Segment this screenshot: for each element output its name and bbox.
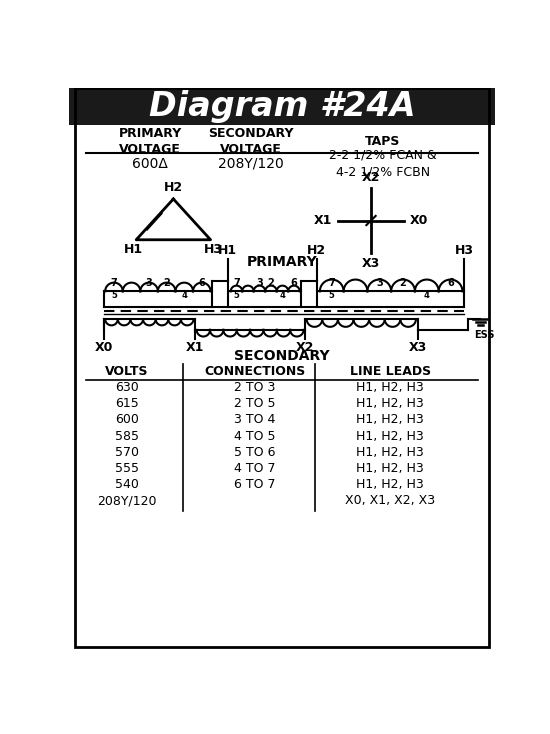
Text: 5: 5 [329, 291, 334, 300]
Text: 600Δ: 600Δ [132, 156, 168, 170]
Text: 6 TO 7: 6 TO 7 [234, 478, 276, 491]
Text: H1, H2, H3: H1, H2, H3 [356, 413, 424, 426]
Text: H1, H2, H3: H1, H2, H3 [356, 446, 424, 459]
Text: 208Y/120: 208Y/120 [97, 494, 157, 507]
Text: 630: 630 [115, 381, 139, 394]
Text: 7: 7 [233, 278, 240, 288]
Bar [69, 88, 495, 125]
Text: PRIMARY: PRIMARY [246, 255, 317, 269]
Text: 540: 540 [115, 478, 139, 491]
Text: 5 TO 6: 5 TO 6 [234, 446, 276, 459]
Text: 7: 7 [328, 278, 335, 288]
Text: ESS: ESS [474, 330, 494, 340]
Text: 2-2 1/2% FCAN &
4-2 1/2% FCBN: 2-2 1/2% FCAN & 4-2 1/2% FCBN [329, 148, 437, 178]
Text: X0: X0 [410, 214, 428, 227]
Text: 2: 2 [163, 278, 170, 288]
Text: 3: 3 [146, 278, 152, 288]
Text: H1, H2, H3: H1, H2, H3 [356, 429, 424, 443]
Text: 6: 6 [290, 278, 298, 288]
Text: 4: 4 [182, 291, 187, 300]
Text: X2: X2 [362, 170, 380, 184]
Text: 600: 600 [115, 413, 139, 426]
Text: Diagram #24A: Diagram #24A [148, 90, 415, 123]
Text: 4 TO 7: 4 TO 7 [234, 462, 276, 475]
Text: H2: H2 [307, 244, 326, 257]
Text: 3: 3 [376, 278, 383, 288]
Text: H1, H2, H3: H1, H2, H3 [356, 462, 424, 475]
Text: 2 TO 3: 2 TO 3 [234, 381, 276, 394]
Text: H1, H2, H3: H1, H2, H3 [356, 381, 424, 394]
Text: H3: H3 [204, 243, 223, 256]
Text: X1: X1 [186, 341, 204, 355]
Text: 585: 585 [115, 429, 139, 443]
Text: X1: X1 [314, 214, 332, 227]
Text: 615: 615 [115, 397, 139, 410]
Text: H1: H1 [218, 244, 237, 257]
Text: TAPS: TAPS [365, 135, 400, 148]
Text: 208Y/120: 208Y/120 [218, 156, 284, 170]
Text: 5: 5 [234, 291, 239, 300]
Text: PRIMARY
VOLTAGE: PRIMARY VOLTAGE [118, 127, 182, 156]
Text: X3: X3 [362, 258, 380, 271]
Text: LINE LEADS: LINE LEADS [350, 365, 431, 378]
Text: SECONDARY
VOLTAGE: SECONDARY VOLTAGE [208, 127, 294, 156]
Text: 3: 3 [256, 278, 263, 288]
Text: X0: X0 [95, 341, 113, 355]
Text: 2: 2 [268, 278, 274, 288]
Text: 4: 4 [424, 291, 430, 300]
Text: X0, X1, X2, X3: X0, X1, X2, X3 [345, 494, 436, 507]
Text: H1: H1 [124, 243, 142, 256]
Text: H1, H2, H3: H1, H2, H3 [356, 478, 424, 491]
Text: X2: X2 [296, 341, 314, 355]
Text: 2: 2 [400, 278, 406, 288]
Text: H2: H2 [164, 181, 183, 195]
Text: CONNECTIONS: CONNECTIONS [204, 365, 305, 378]
Text: H3: H3 [454, 244, 474, 257]
Text: 555: 555 [115, 462, 139, 475]
Text: 3 TO 4: 3 TO 4 [234, 413, 276, 426]
Text: 7: 7 [111, 278, 117, 288]
Text: SECONDARY: SECONDARY [234, 349, 329, 363]
Text: X3: X3 [408, 341, 427, 355]
Text: 2 TO 5: 2 TO 5 [234, 397, 276, 410]
Text: 6: 6 [199, 278, 205, 288]
Text: 4 TO 5: 4 TO 5 [234, 429, 276, 443]
Text: 570: 570 [115, 446, 139, 459]
Text: 4: 4 [279, 291, 285, 300]
Text: VOLTS: VOLTS [105, 365, 148, 378]
Text: H1, H2, H3: H1, H2, H3 [356, 397, 424, 410]
Text: 6: 6 [447, 278, 454, 288]
Text: 5: 5 [111, 291, 117, 300]
